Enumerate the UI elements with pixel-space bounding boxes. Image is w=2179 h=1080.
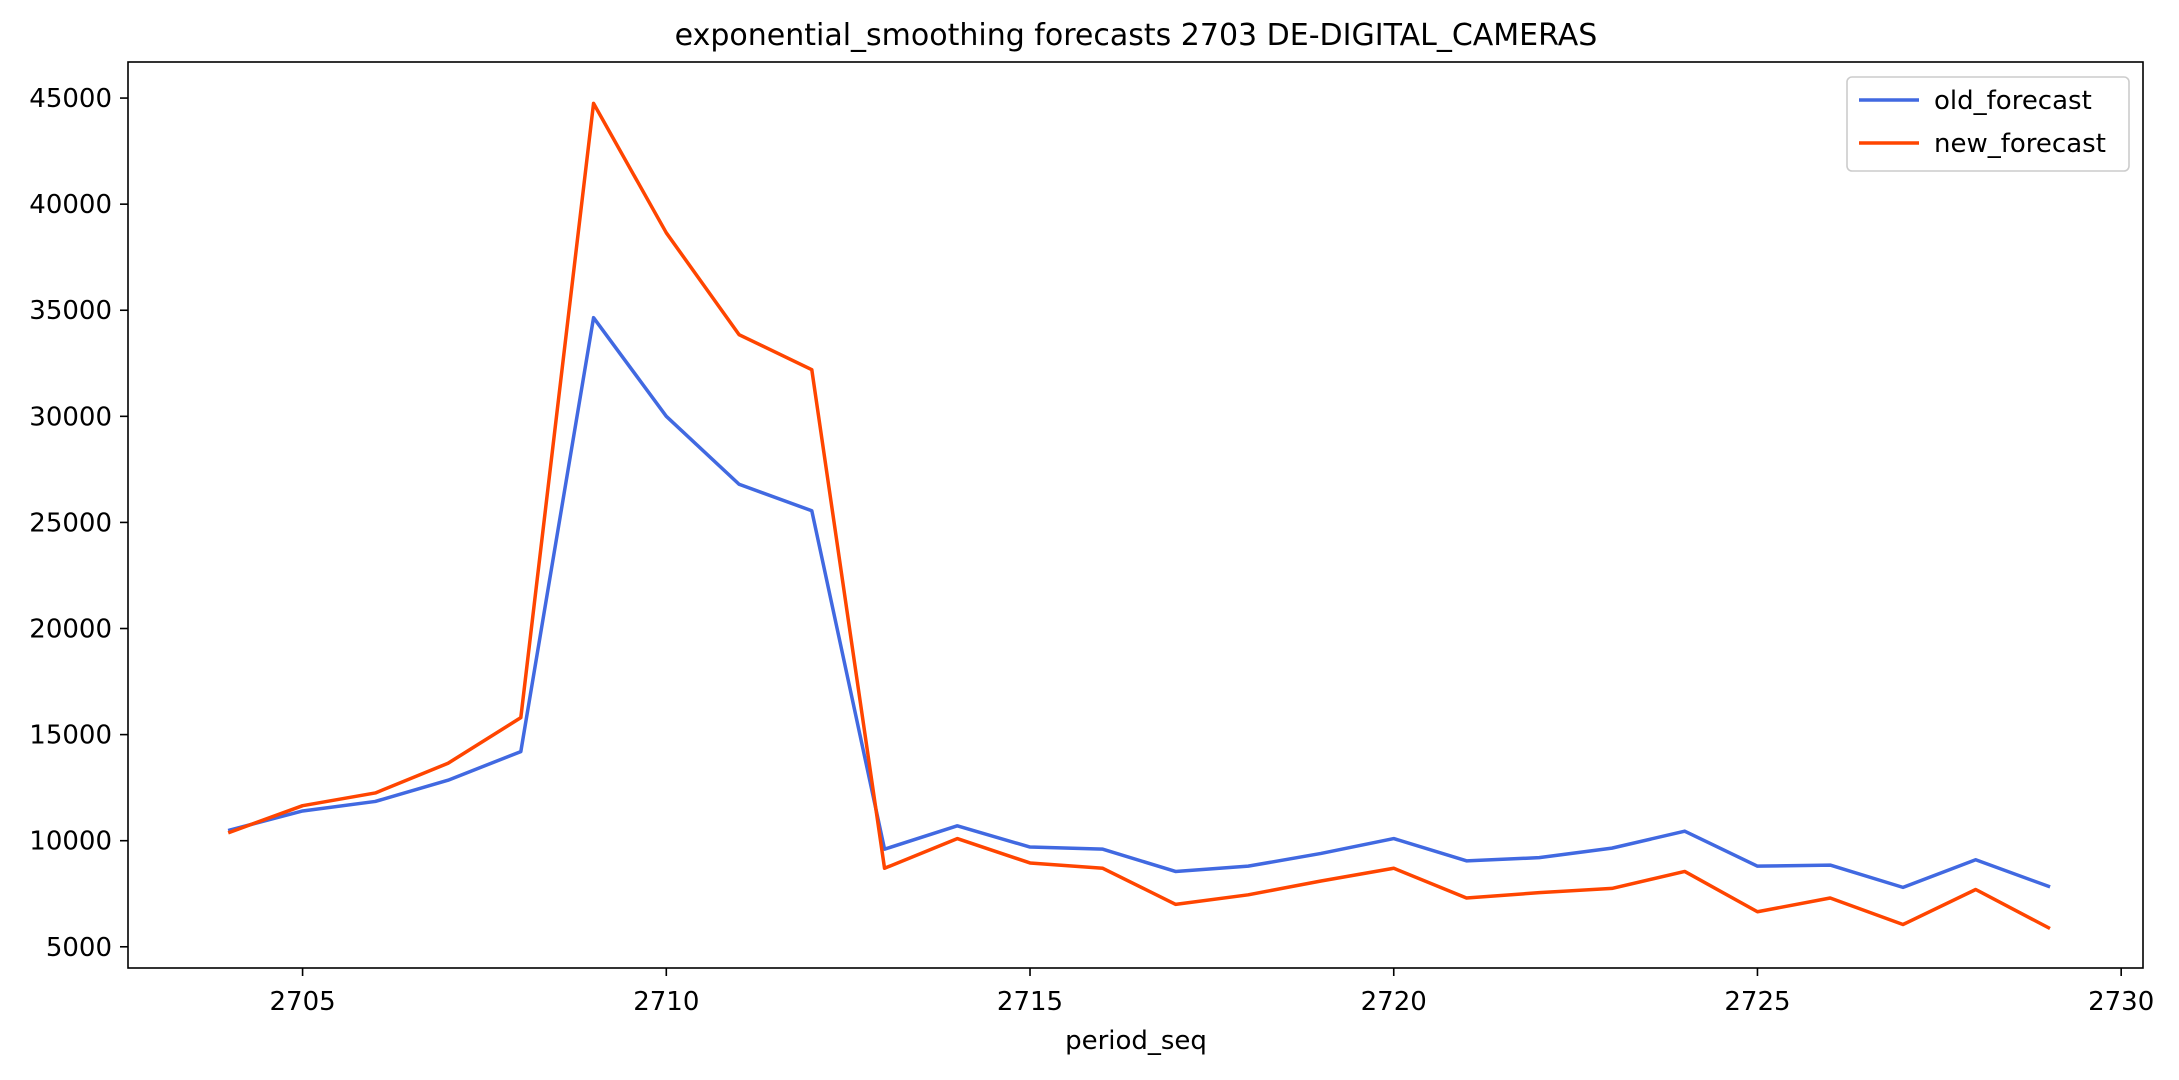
- x-tick-label: 2725: [1724, 987, 1790, 1017]
- series-layer: [227, 101, 2051, 931]
- chart-title: exponential_smoothing forecasts 2703 DE-…: [675, 18, 1598, 53]
- x-tick-label: 2730: [2088, 987, 2154, 1017]
- legend-label-old-forecast: old_forecast: [1934, 86, 2092, 116]
- y-tick-label: 40000: [29, 190, 112, 220]
- y-tick-label: 15000: [29, 721, 112, 751]
- plot-area: [127, 61, 2144, 969]
- x-tick-label: 2710: [633, 987, 699, 1017]
- x-tick-label: 2715: [997, 987, 1063, 1017]
- y-tick-label: 30000: [29, 402, 112, 432]
- y-tick-label: 45000: [29, 84, 112, 114]
- y-tick-label: 10000: [29, 827, 112, 857]
- legend-label-new-forecast: new_forecast: [1934, 129, 2106, 159]
- series-line-old-forecast: [227, 315, 2051, 890]
- y-tick-label: 20000: [29, 615, 112, 645]
- series-line-new-forecast: [227, 101, 2051, 931]
- y-axis: 5000 10000 15000 20000 25000 30000 35000 40000 4…: [29, 84, 128, 963]
- y-tick-label: 25000: [29, 508, 112, 538]
- legend: old_forecast new_forecast: [1846, 76, 2130, 172]
- x-axis: 2705 2710 2715 2720 2725 2730: [269, 968, 2154, 1017]
- y-tick-label: 5000: [46, 933, 112, 963]
- x-axis-label: period_seq: [1065, 1026, 1207, 1056]
- x-tick-label: 2705: [269, 987, 335, 1017]
- y-tick-label: 35000: [29, 296, 112, 326]
- x-tick-label: 2720: [1361, 987, 1427, 1017]
